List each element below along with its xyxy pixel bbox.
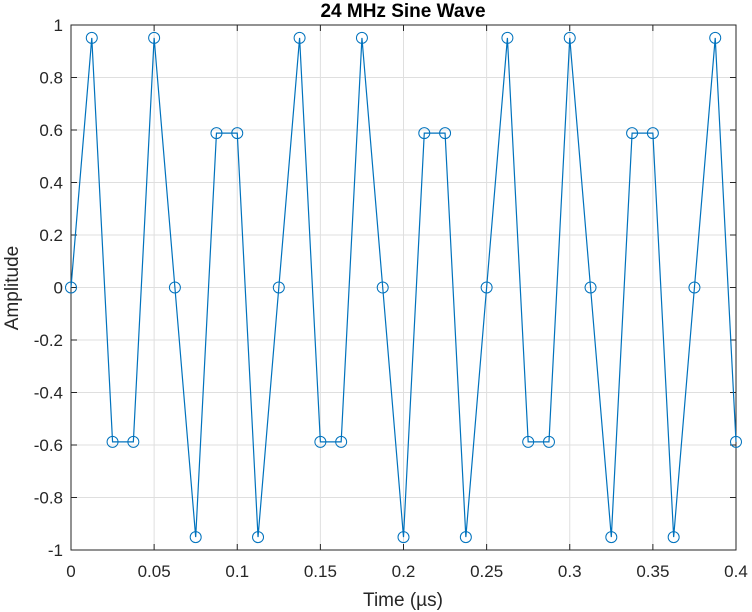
data-point-marker [667,531,680,544]
x-axis-label: Time (µs) [363,590,443,611]
y-tick-label: -0.2 [34,331,63,350]
x-tick-label: 0.3 [558,562,582,581]
y-tick-label: 0.8 [39,69,63,88]
data-point-marker [65,281,77,294]
data-point-marker [293,31,306,44]
y-tick-label: -0.4 [34,384,63,403]
data-point-marker [626,127,639,140]
data-point-marker [709,31,722,44]
y-tick-label: -1 [48,541,63,560]
data-point-marker [542,435,555,448]
data-point-marker [272,281,285,294]
data-point-marker [335,435,348,448]
data-point-marker [501,31,514,44]
series-line [70,37,737,538]
data-point-marker [522,435,535,448]
x-tick-label: 0.1 [225,562,249,581]
chart-title: 24 MHz Sine Wave [320,1,485,22]
y-axis-label: Amplitude [2,246,23,331]
data-point-marker [397,531,410,544]
x-tick-label: 0.25 [470,562,503,581]
data-point-marker [127,435,140,448]
x-tick-label: 0.35 [636,562,669,581]
x-tick-label: 0.4 [724,562,748,581]
data-point-marker [563,31,576,44]
x-tick-label: 0 [66,562,75,581]
data-point-marker [439,127,452,140]
data-point-marker [231,127,244,140]
data-point-marker [189,531,202,544]
data-point-marker [85,31,98,44]
tick-labels: 0 0.05 0.1 0.15 0.2 0.25 0.3 0.35 0.4 1 0.8 0.6 0.4 0… [34,16,748,581]
data-point-marker [480,281,493,294]
x-tick-label: 0.2 [392,562,416,581]
data-point-marker [646,127,659,140]
data-point-marker [376,281,389,294]
data-point-marker [730,435,742,448]
x-tick-label: 0.15 [304,562,337,581]
y-tick-label: 0.2 [39,226,63,245]
data-point-marker [148,31,161,44]
y-tick-label: 0.4 [39,174,63,193]
y-tick-label: -0.8 [34,489,63,508]
data-point-marker [605,531,618,544]
data-point-marker [106,435,119,448]
x-tick-label: 0.05 [138,562,171,581]
data-point-marker [418,127,431,140]
data-point-marker [584,281,597,294]
grid [70,24,737,551]
y-tick-label: -0.6 [34,436,63,455]
y-tick-label: 1 [54,16,63,35]
y-tick-label: 0.6 [39,121,63,140]
data-point-marker [252,531,265,544]
data-point-marker [355,31,368,44]
data-point-marker [688,281,701,294]
y-tick-label: 0 [54,279,63,298]
data-point-marker [210,127,223,140]
data-point-marker [459,531,472,544]
plot-area [65,31,742,544]
data-point-marker [168,281,181,294]
data-point-marker [314,435,327,448]
